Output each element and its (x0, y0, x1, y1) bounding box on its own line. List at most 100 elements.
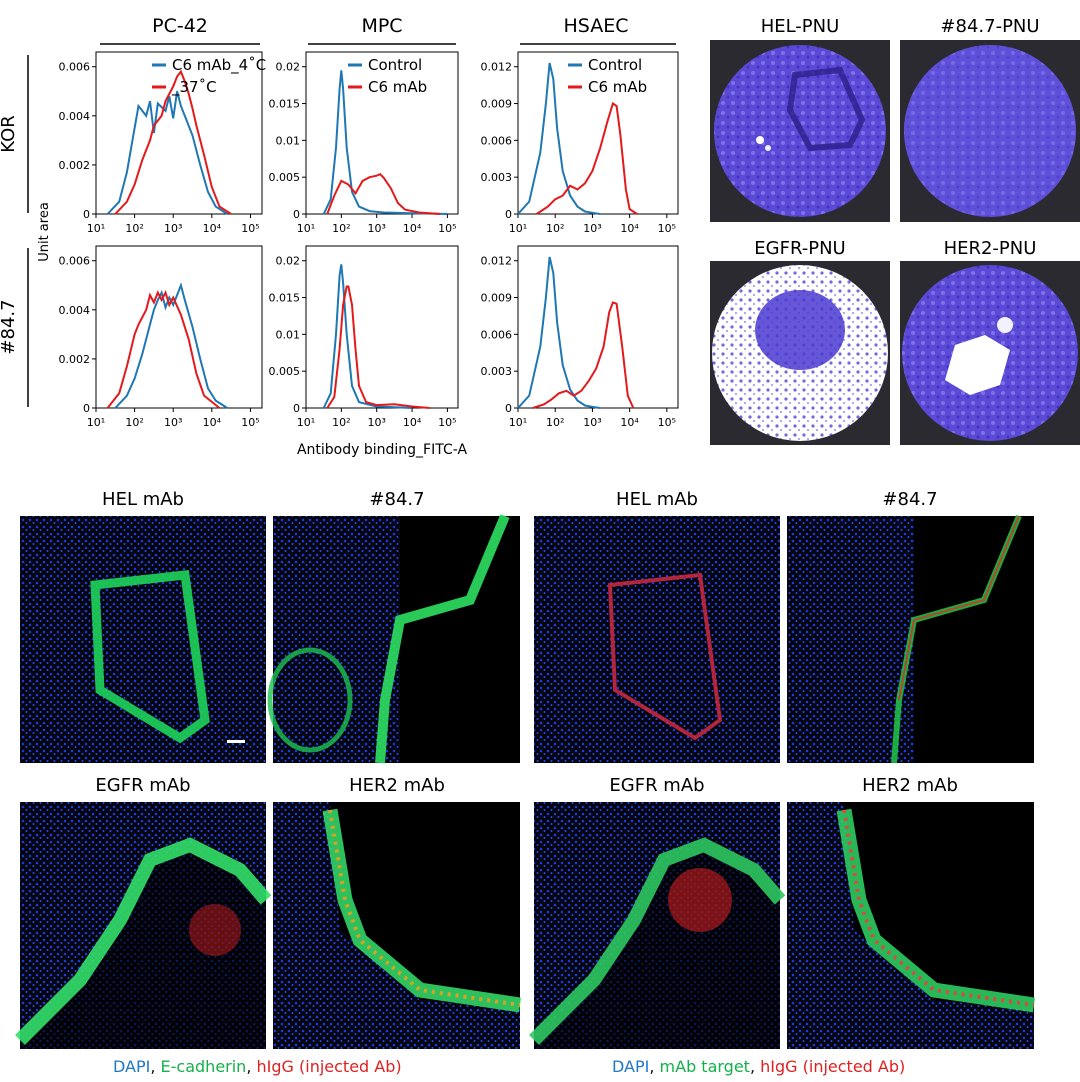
caption-right: DAPI, mAb target, hIgG (injected Ab) (612, 1057, 906, 1076)
x-tick-label: 10⁵ (658, 416, 676, 429)
plate-images: HEL-PNU #84.7-PNU EGFR-PNU HER2-PNU (710, 16, 1080, 445)
x-tick-label: 10² (332, 416, 350, 429)
x-tick-label: 10⁵ (438, 222, 456, 235)
x-tick-label: 10¹ (87, 222, 105, 235)
micro-hel-target (534, 516, 780, 763)
x-tick-label: 10² (125, 416, 143, 429)
flow-cytometry-panels: 0 0.002 0.004 0.006 10¹ 10² 10³ 10⁴ 10⁵ C6 mAb_4˚… (59, 51, 679, 429)
y-tick-label: 0.01 (276, 328, 301, 341)
series-line-1 (106, 289, 221, 409)
x-tick-label: 10¹ (297, 222, 315, 235)
plot-frame (95, 51, 263, 215)
y-tick-label: 0.015 (269, 98, 301, 111)
y-axis-label: Unit area (37, 202, 52, 262)
plot-frame (305, 51, 459, 215)
plot-frame (95, 245, 263, 409)
y-tick-label: 0.002 (59, 353, 91, 366)
x-tick-label: 10³ (583, 416, 601, 429)
plate-hel-pnu (710, 40, 890, 222)
series-line-0 (517, 256, 601, 409)
y-tick-label: 0 (83, 402, 90, 415)
y-tick-label: 0.02 (276, 255, 301, 268)
x-tick-label: 10⁵ (438, 416, 456, 429)
y-tick-label: 0.02 (276, 61, 301, 74)
y-tick-label: 0.003 (481, 365, 513, 378)
y-tick-label: 0.003 (481, 171, 513, 184)
caption-right-dapi: DAPI (612, 1057, 650, 1076)
micro-847-target (787, 514, 1034, 764)
micro-her2-ecad (273, 802, 522, 1049)
x-tick-label: 10¹ (297, 416, 315, 429)
x-tick-label: 10⁴ (620, 222, 639, 235)
y-tick-label: 0.005 (269, 365, 301, 378)
x-axis-label: Antibody binding_FITC-A (297, 442, 468, 458)
microscopy-panels: HEL mAb #84.7 HEL mAb #84.7 EGFR mAb HER… (15, 489, 1036, 1049)
y-tick-label: 0.009 (481, 292, 513, 305)
y-tick-label: 0.01 (276, 134, 301, 147)
flow-panel-1: 0 0.005 0.01 0.015 0.02 10¹ 10² 10³ 10⁴ 10⁵ Contro… (269, 51, 459, 235)
legend-label-1: C6 mAb (368, 78, 427, 96)
y-tick-label: 0.004 (59, 110, 91, 123)
x-tick-label: 10¹ (87, 416, 105, 429)
x-tick-label: 10⁵ (241, 222, 259, 235)
x-tick-label: 10⁵ (241, 416, 259, 429)
legend-label-1: C6 mAb (588, 78, 647, 96)
micro-847-ecad (267, 514, 520, 764)
plate-egfr-pnu (710, 261, 890, 445)
flow-panel-4: 0 0.005 0.01 0.015 0.02 10¹ 10² 10³ 10⁴ 10⁵ (269, 245, 459, 429)
series-line-1 (536, 101, 638, 215)
series-line-0 (517, 62, 601, 215)
micro-title-6: EGFR mAb (609, 775, 704, 796)
flow-panel-2: 0 0.003 0.006 0.009 0.012 10¹ 10² 10³ 10⁴ 10⁵ Cont… (481, 51, 679, 235)
row-label-847: #84.7 (0, 299, 19, 354)
series-line-1 (532, 301, 635, 409)
y-tick-label: 0.006 (59, 61, 91, 74)
y-tick-label: 0 (293, 402, 300, 415)
micro-her2-target (787, 802, 1036, 1049)
x-tick-label: 10² (546, 222, 564, 235)
y-tick-label: 0.009 (481, 98, 513, 111)
micro-egfr-ecad (15, 802, 272, 1049)
x-tick-label: 10⁴ (620, 416, 639, 429)
series-line-0 (322, 70, 448, 215)
x-tick-label: 10³ (583, 222, 601, 235)
series-line-0 (106, 91, 228, 215)
x-tick-label: 10⁴ (403, 222, 422, 235)
y-tick-label: 0 (293, 208, 300, 221)
column-headers: PC-42 MPC HSAEC (100, 15, 676, 45)
micro-title-4: EGFR mAb (95, 775, 190, 796)
y-tick-label: 0.006 (481, 328, 513, 341)
legend-label-0: C6 mAb_4˚C (172, 56, 266, 75)
plate-label-3: HER2-PNU (944, 238, 1037, 259)
x-tick-label: 10³ (164, 222, 182, 235)
series-line-1 (326, 285, 430, 409)
flow-panel-3: 0 0.002 0.004 0.006 10¹ 10² 10³ 10⁴ 10⁵ (59, 245, 263, 429)
y-tick-label: 0 (505, 208, 512, 221)
row-label-group: KOR #84.7 Unit area Antibody binding_FIT… (0, 55, 467, 458)
micro-egfr-target (529, 802, 786, 1049)
col-header-hsaec: HSAEC (564, 15, 629, 37)
plate-her2-pnu (900, 261, 1080, 445)
legend-label-1: _37˚C (171, 78, 217, 97)
y-tick-label: 0.006 (59, 255, 91, 268)
micro-title-1: #84.7 (369, 489, 424, 510)
y-tick-label: 0.002 (59, 159, 91, 172)
x-tick-label: 10² (125, 222, 143, 235)
x-tick-label: 10³ (367, 416, 385, 429)
row-label-kor: KOR (0, 115, 19, 153)
caption-left-ecad: E-cadherin (160, 1057, 247, 1076)
micro-title-0: HEL mAb (102, 489, 184, 510)
x-tick-label: 10³ (164, 416, 182, 429)
flow-panel-5: 0 0.003 0.006 0.009 0.012 10¹ 10² 10³ 10⁴ 10⁵ (481, 245, 679, 429)
col-header-pc42: PC-42 (152, 15, 208, 37)
plot-frame (305, 245, 459, 409)
y-tick-label: 0.015 (269, 292, 301, 305)
x-tick-label: 10¹ (509, 222, 527, 235)
y-tick-label: 0.004 (59, 304, 91, 317)
micro-title-3: #84.7 (882, 489, 937, 510)
y-tick-label: 0.006 (481, 134, 513, 147)
y-tick-label: 0 (505, 402, 512, 415)
x-tick-label: 10⁴ (203, 222, 222, 235)
caption-left: DAPI, E-cadherin, hIgG (injected Ab) (113, 1057, 402, 1076)
